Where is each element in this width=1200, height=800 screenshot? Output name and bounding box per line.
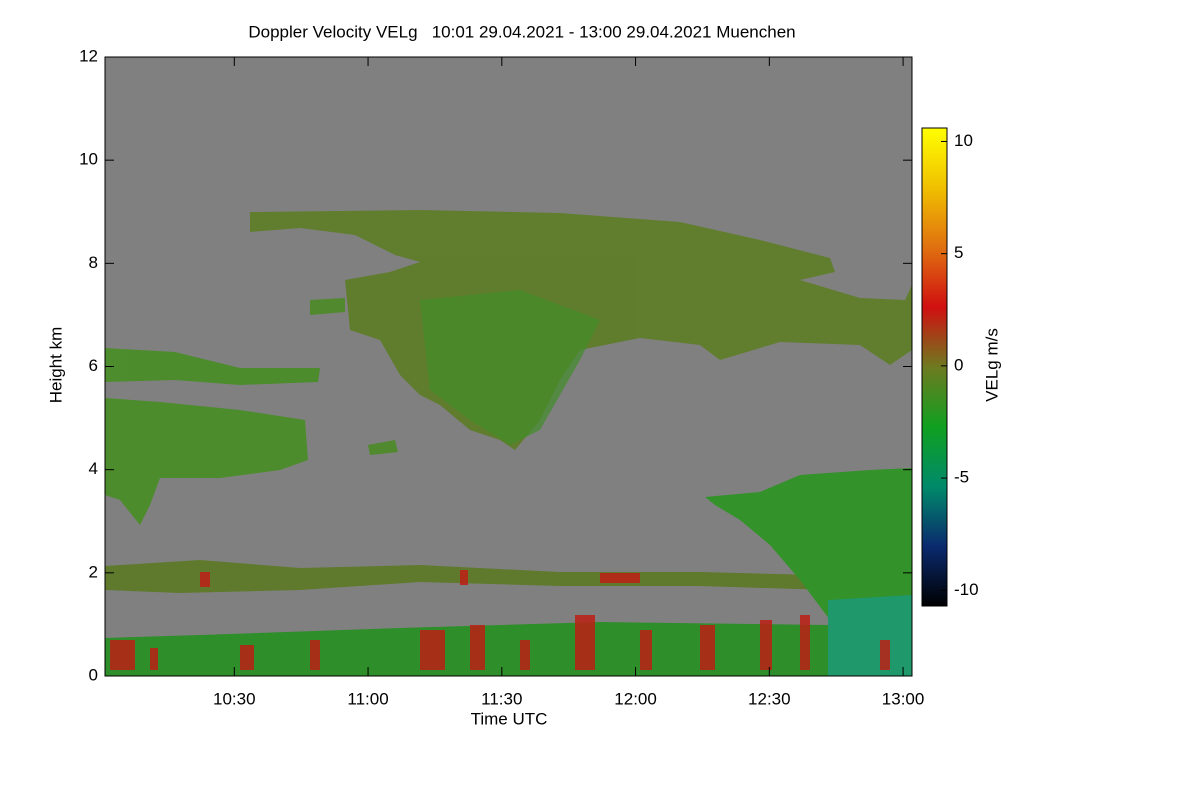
y-tick-label: 12 — [79, 46, 98, 65]
x-tick-label: 12:30 — [748, 689, 791, 708]
colorbar-label: VELg m/s — [982, 328, 1001, 402]
colorbar-tick-label: -5 — [954, 468, 969, 487]
x-tick-label: 12:00 — [614, 689, 657, 708]
echo-region — [828, 595, 912, 676]
colorbar-tick-label: 5 — [954, 243, 963, 262]
colorbar-tick-label: 10 — [954, 131, 973, 150]
echo-region — [105, 348, 320, 385]
y-tick-label: 2 — [89, 562, 98, 581]
echo-region — [105, 398, 308, 525]
x-tick-label: 10:30 — [213, 689, 256, 708]
echo-streaks — [110, 570, 890, 670]
y-tick-label: 4 — [89, 459, 98, 478]
y-tick-label: 0 — [89, 665, 98, 684]
x-tick-label: 13:00 — [882, 689, 925, 708]
y-tick-label: 6 — [89, 356, 98, 375]
y-tick-label: 10 — [79, 150, 98, 169]
y-tick-label: 8 — [89, 253, 98, 272]
x-axis-label: Time UTC — [471, 709, 548, 728]
x-tick-label: 11:00 — [347, 689, 388, 708]
y-axis-label: Height km — [46, 327, 65, 404]
colorbar — [921, 127, 948, 607]
colorbar-tick-label: 0 — [954, 355, 963, 374]
colorbar-tick-label: -10 — [954, 580, 979, 599]
echo-region — [310, 298, 398, 455]
echo-field — [105, 210, 912, 676]
chart-title: Doppler Velocity VELg 10:01 29.04.2021 -… — [248, 22, 795, 41]
x-tick-label: 11:30 — [481, 689, 522, 708]
echo-region — [420, 290, 600, 445]
